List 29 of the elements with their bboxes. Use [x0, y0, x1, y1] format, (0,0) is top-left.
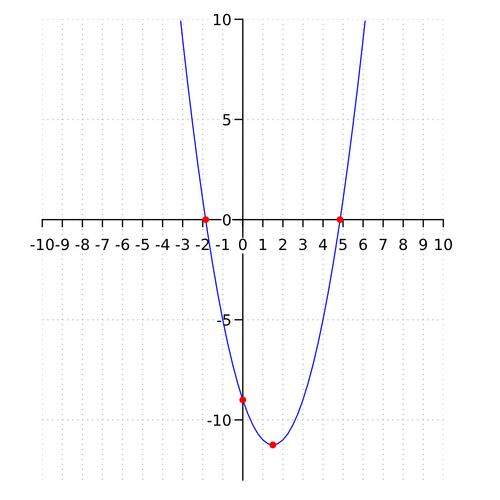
x-tick-label: 7 [380, 238, 387, 250]
y-tick-label: 0 [222, 214, 231, 226]
x-tick-label: -9 [55, 238, 69, 250]
x-tick-label: 6 [359, 238, 367, 250]
x-tick-label: -3 [176, 238, 190, 250]
point [269, 442, 276, 448]
x-tick-label: 10 [435, 238, 452, 250]
y-tick-label: 5 [223, 114, 230, 126]
x-tick-label: -8 [76, 238, 89, 250]
y-tick-label: 10 [214, 14, 231, 26]
x-tick-label: -10 [30, 238, 54, 250]
x-tick-label: 5 [339, 238, 347, 250]
x-tick-label: -2 [196, 238, 209, 250]
x-tick-label: 4 [318, 238, 328, 250]
x-tick-label: 2 [279, 238, 286, 250]
point [202, 216, 210, 224]
y-tick-label: -10 [207, 414, 231, 426]
x-tick-label: -1 [216, 238, 229, 250]
x-tick-label: 3 [299, 238, 307, 250]
x-tick-label: 8 [399, 238, 408, 250]
x-tick-label: -7 [96, 238, 109, 250]
x-tick-label: 1 [260, 238, 266, 250]
point [239, 396, 246, 404]
x-tick-label: -6 [116, 238, 130, 250]
x-tick-label: 0 [238, 238, 247, 250]
x-tick-label: -5 [136, 238, 149, 250]
point [336, 216, 344, 224]
x-tick-label: 9 [419, 238, 428, 250]
x-tick-label: -4 [156, 238, 170, 250]
